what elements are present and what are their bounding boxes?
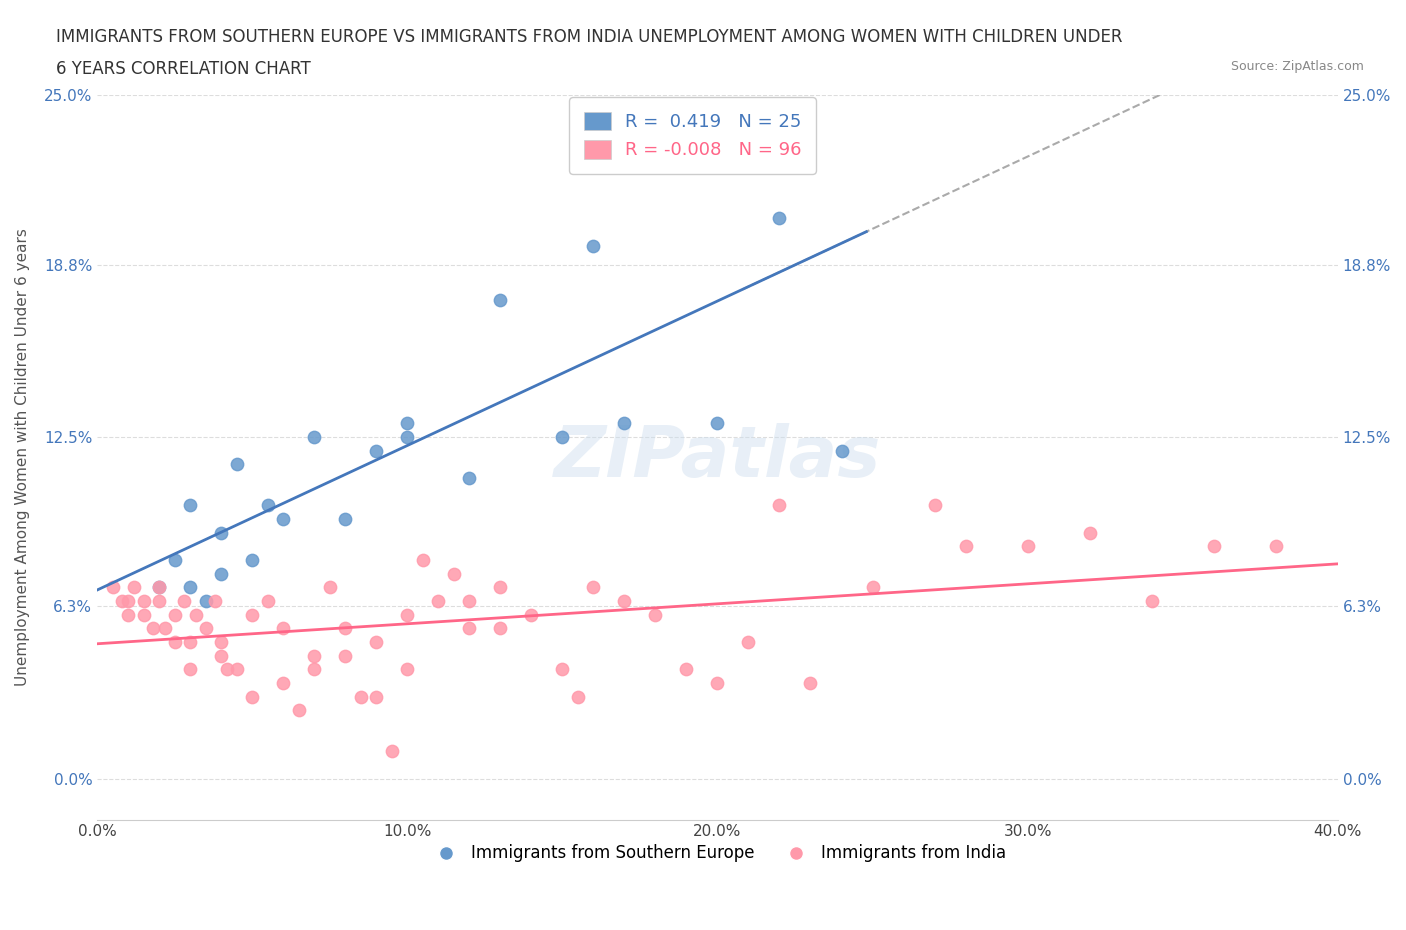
Point bbox=[489, 293, 512, 308]
Point bbox=[173, 593, 195, 608]
Point bbox=[613, 593, 636, 608]
Point bbox=[225, 662, 247, 677]
Point bbox=[396, 416, 419, 431]
Point bbox=[489, 579, 512, 594]
Point bbox=[582, 579, 605, 594]
Point bbox=[163, 634, 186, 649]
Point bbox=[831, 444, 853, 458]
Point bbox=[148, 579, 170, 594]
Point bbox=[194, 593, 217, 608]
Point bbox=[366, 634, 388, 649]
Point bbox=[799, 675, 821, 690]
Point bbox=[396, 607, 419, 622]
Point bbox=[551, 430, 574, 445]
Point bbox=[186, 607, 208, 622]
Point bbox=[132, 593, 155, 608]
Point bbox=[924, 498, 946, 512]
Point bbox=[427, 593, 450, 608]
Point bbox=[240, 689, 263, 704]
Point bbox=[101, 579, 124, 594]
Point bbox=[271, 621, 294, 636]
Point bbox=[675, 662, 697, 677]
Point bbox=[194, 621, 217, 636]
Point bbox=[520, 607, 543, 622]
Point bbox=[335, 621, 357, 636]
Point bbox=[458, 621, 481, 636]
Point bbox=[582, 238, 605, 253]
Point bbox=[209, 634, 232, 649]
Point bbox=[209, 648, 232, 663]
Text: Source: ZipAtlas.com: Source: ZipAtlas.com bbox=[1230, 60, 1364, 73]
Point bbox=[179, 634, 201, 649]
Point bbox=[209, 525, 232, 540]
Point bbox=[240, 552, 263, 567]
Point bbox=[111, 593, 134, 608]
Point bbox=[256, 593, 278, 608]
Point bbox=[117, 607, 139, 622]
Point bbox=[366, 689, 388, 704]
Point bbox=[179, 662, 201, 677]
Point bbox=[163, 552, 186, 567]
Point bbox=[1140, 593, 1163, 608]
Point bbox=[768, 498, 790, 512]
Point bbox=[335, 512, 357, 526]
Text: IMMIGRANTS FROM SOUTHERN EUROPE VS IMMIGRANTS FROM INDIA UNEMPLOYMENT AMONG WOME: IMMIGRANTS FROM SOUTHERN EUROPE VS IMMIG… bbox=[56, 28, 1123, 46]
Point bbox=[256, 498, 278, 512]
Point bbox=[706, 675, 728, 690]
Point bbox=[350, 689, 373, 704]
Point bbox=[179, 579, 201, 594]
Point bbox=[124, 579, 146, 594]
Point bbox=[302, 430, 325, 445]
Point bbox=[396, 662, 419, 677]
Point bbox=[117, 593, 139, 608]
Point bbox=[1017, 538, 1039, 553]
Point bbox=[163, 607, 186, 622]
Point bbox=[335, 648, 357, 663]
Legend: Immigrants from Southern Europe, Immigrants from India: Immigrants from Southern Europe, Immigra… bbox=[422, 838, 1012, 870]
Point bbox=[955, 538, 977, 553]
Point bbox=[148, 579, 170, 594]
Point bbox=[217, 662, 239, 677]
Point bbox=[132, 607, 155, 622]
Point bbox=[142, 621, 165, 636]
Y-axis label: Unemployment Among Women with Children Under 6 years: Unemployment Among Women with Children U… bbox=[15, 229, 30, 686]
Point bbox=[302, 648, 325, 663]
Text: 6 YEARS CORRELATION CHART: 6 YEARS CORRELATION CHART bbox=[56, 60, 311, 78]
Point bbox=[613, 416, 636, 431]
Point bbox=[1202, 538, 1225, 553]
Text: ZIPatlas: ZIPatlas bbox=[554, 423, 882, 492]
Point bbox=[551, 662, 574, 677]
Point bbox=[271, 675, 294, 690]
Point bbox=[179, 498, 201, 512]
Point bbox=[240, 607, 263, 622]
Point bbox=[706, 416, 728, 431]
Point bbox=[271, 512, 294, 526]
Point bbox=[412, 552, 434, 567]
Point bbox=[287, 703, 309, 718]
Point bbox=[302, 662, 325, 677]
Point bbox=[209, 566, 232, 581]
Point bbox=[489, 621, 512, 636]
Point bbox=[155, 621, 177, 636]
Point bbox=[1078, 525, 1101, 540]
Point bbox=[381, 744, 404, 759]
Point bbox=[458, 471, 481, 485]
Point bbox=[443, 566, 465, 581]
Point bbox=[644, 607, 666, 622]
Point bbox=[1264, 538, 1286, 553]
Point bbox=[396, 430, 419, 445]
Point bbox=[319, 579, 342, 594]
Point bbox=[204, 593, 226, 608]
Point bbox=[148, 593, 170, 608]
Point bbox=[737, 634, 759, 649]
Point bbox=[768, 211, 790, 226]
Point bbox=[567, 689, 589, 704]
Point bbox=[366, 444, 388, 458]
Point bbox=[458, 593, 481, 608]
Point bbox=[862, 579, 884, 594]
Point bbox=[225, 457, 247, 472]
